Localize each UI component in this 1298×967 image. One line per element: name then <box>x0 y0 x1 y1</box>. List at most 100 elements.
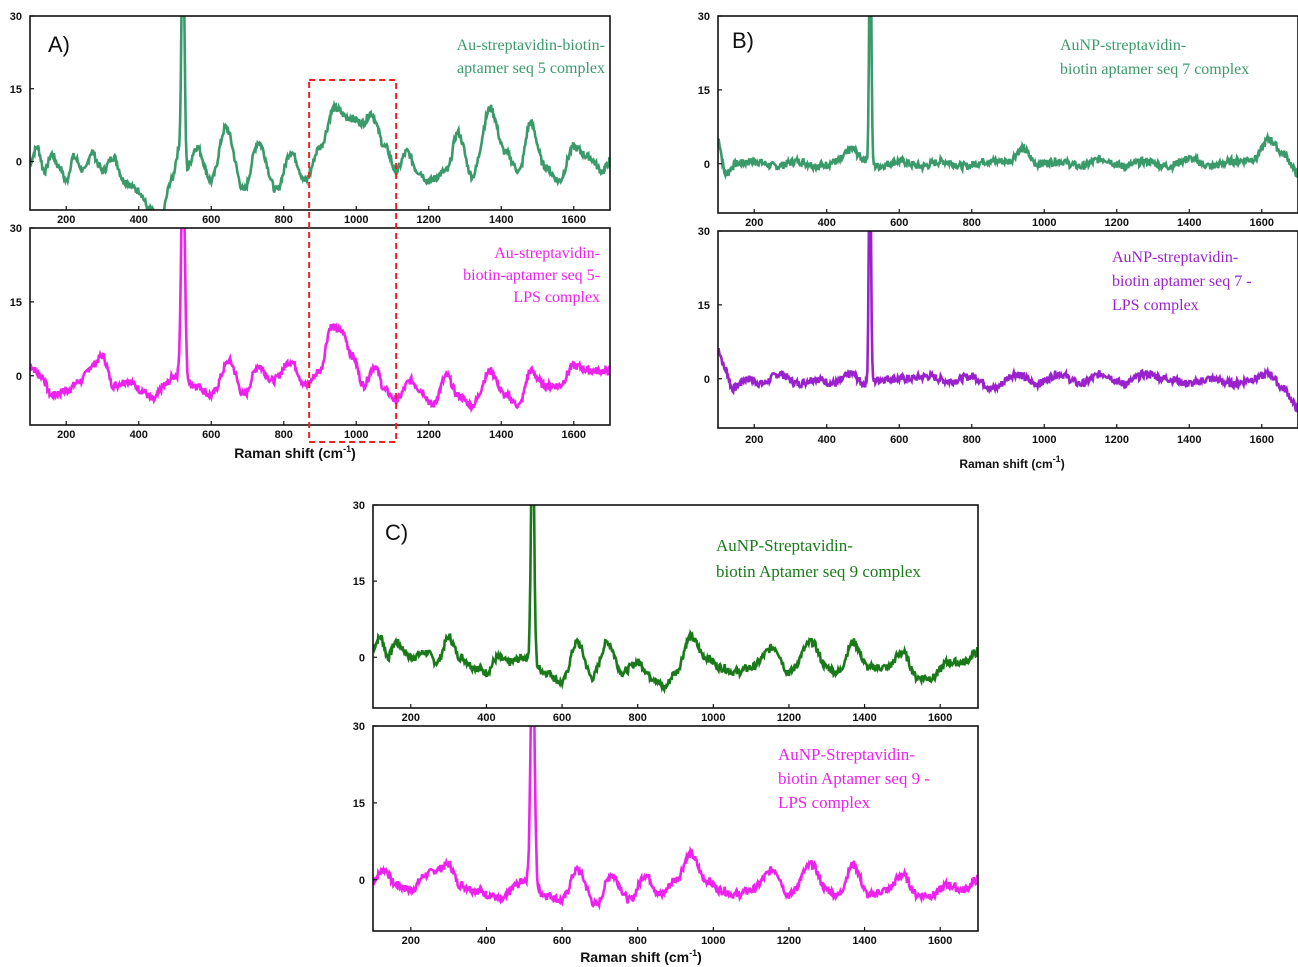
annotation-line: biotin aptamer seq 7 - <box>1112 273 1252 290</box>
x-tick-label: 1600 <box>562 214 586 226</box>
series-line <box>373 505 978 695</box>
x-tick-label: 800 <box>275 429 293 441</box>
x-tick-label: 800 <box>963 434 981 446</box>
series-annotation: Au-streptavidin-biotin-aptamer seq 5- LPS… <box>463 245 600 306</box>
annotation-line: AuNP-Streptavidin- <box>716 536 853 555</box>
x-tick-label: 1000 <box>1032 434 1056 446</box>
x-tick-label: 1400 <box>489 429 513 441</box>
y-tick-label: 30 <box>353 721 365 733</box>
x-tick-label: 1200 <box>1105 434 1129 446</box>
annotation-line: LPS complex <box>1112 297 1199 314</box>
x-tick-label: 600 <box>553 712 571 724</box>
annotation-line: Au-streptavidin-biotin- <box>457 37 605 54</box>
annotation-line: AuNP-Streptavidin- <box>778 745 915 764</box>
y-tick-label: 30 <box>698 11 710 23</box>
y-tick-label: 30 <box>698 226 710 238</box>
annotation-line: Au-streptavidin- <box>494 245 600 262</box>
x-tick-label: 1600 <box>928 935 952 947</box>
subplot-top: 0 15 30 200 400 600 800 1000 1200 1400 1600 AuNP-St… <box>353 500 979 724</box>
x-tick-label: 400 <box>477 935 495 947</box>
y-tick-label: 0 <box>16 157 22 169</box>
x-axis-title-text: Raman shift (cm <box>234 445 343 461</box>
x-tick-label: 200 <box>402 712 420 724</box>
x-tick-label: 800 <box>629 712 647 724</box>
panel-label: A) <box>48 32 70 57</box>
x-tick-label: 200 <box>57 429 75 441</box>
x-axis-title-text: Raman shift (cm <box>959 457 1052 471</box>
x-tick-label: 400 <box>818 434 836 446</box>
x-tick-label: 1200 <box>777 935 801 947</box>
y-tick-label: 15 <box>10 84 22 96</box>
x-tick-label: 1200 <box>777 712 801 724</box>
x-tick-label: 1000 <box>344 429 368 441</box>
x-tick-label: 600 <box>553 935 571 947</box>
annotation-line: biotin Aptamer seq 9 complex <box>716 562 921 581</box>
x-tick-label: 800 <box>629 935 647 947</box>
subplot-top: 0 15 30 200 400 600 800 1000 1200 1400 1600 Au-stre… <box>10 11 611 226</box>
x-tick-label: 1400 <box>852 935 876 947</box>
x-axis-title-sup: -1 <box>343 444 351 454</box>
x-axis-title-text: Raman shift (cm <box>580 949 689 965</box>
annotation-line: biotin Aptamer seq 9 - <box>778 769 930 788</box>
series-annotation: AuNP-Streptavidin-biotin Aptamer seq 9 -… <box>778 745 930 812</box>
x-tick-label: 400 <box>818 217 836 229</box>
x-tick-label: 1200 <box>417 214 441 226</box>
x-tick-label: 800 <box>963 217 981 229</box>
plot-frame <box>717 15 1298 214</box>
x-tick-label: 600 <box>890 217 908 229</box>
series-line <box>718 231 1298 413</box>
y-tick-label: 0 <box>704 374 710 386</box>
x-tick-label: 200 <box>57 214 75 226</box>
x-tick-label: 1400 <box>852 712 876 724</box>
y-tick-label: 30 <box>10 11 22 23</box>
annotation-line: biotin aptamer seq 7 complex <box>1060 61 1249 78</box>
panel-label: C) <box>385 520 408 545</box>
y-tick-label: 15 <box>353 576 365 588</box>
series-line <box>718 16 1298 181</box>
x-tick-label: 1000 <box>701 712 725 724</box>
y-tick-label: 15 <box>698 85 710 97</box>
subplot-top: 0 15 30 200 400 600 800 1000 1200 1400 1600 AuNP-st… <box>698 11 1298 229</box>
x-tick-label: 600 <box>202 429 220 441</box>
annotation-line: LPS complex <box>778 793 871 812</box>
x-tick-label: 200 <box>402 935 420 947</box>
x-axis-title: Raman shift (cm-1) <box>580 948 702 965</box>
y-tick-label: 0 <box>359 875 365 887</box>
x-axis-title-close: ) <box>1061 457 1065 471</box>
x-axis-title-close: ) <box>351 445 356 461</box>
panel-b: B) 0 15 30 200 400 600 800 1000 1200 1400 1600 AuNP-… <box>698 11 1298 471</box>
series-annotation: AuNP-Streptavidin-biotin Aptamer seq 9 c… <box>716 536 921 581</box>
subplot-bottom: 0 15 30 200 400 600 800 1000 1200 1400 1600 AuNP-st… <box>698 226 1298 446</box>
plot-frame <box>372 504 979 709</box>
y-tick-label: 0 <box>704 159 710 171</box>
series-annotation: AuNP-streptavidin-biotin aptamer seq 7 c… <box>1060 37 1249 78</box>
y-tick-label: 15 <box>353 798 365 810</box>
x-tick-label: 1400 <box>1177 217 1201 229</box>
annotation-line: biotin-aptamer seq 5- <box>463 267 600 284</box>
x-tick-label: 200 <box>745 217 763 229</box>
series-line <box>30 228 610 414</box>
x-tick-label: 1200 <box>417 429 441 441</box>
panel-a: A) 0 15 30 200 400 600 800 1000 1200 1400 1600 Au-st… <box>10 11 611 461</box>
x-tick-label: 1400 <box>489 214 513 226</box>
annotation-line: aptamer seq 5 complex <box>457 60 605 77</box>
highlight-box <box>308 79 398 443</box>
series-line <box>30 16 610 210</box>
subplot-bottom: 0 15 30 200 400 600 800 1000 1200 1400 1600 AuNP-St… <box>353 721 979 947</box>
plot-frame <box>372 725 979 932</box>
subplot-bottom: 0 15 30 200 400 600 800 1000 1200 1400 1600 Au-stre… <box>10 223 611 441</box>
plot-frame <box>29 227 611 426</box>
x-axis-title-sup: -1 <box>1053 454 1061 464</box>
annotation-line: AuNP-streptavidin- <box>1060 37 1186 54</box>
plot-frame <box>717 230 1298 429</box>
x-tick-label: 1200 <box>1105 217 1129 229</box>
x-axis-title: Raman shift (cm-1) <box>959 454 1064 471</box>
panel-c: C) 0 15 30 200 400 600 800 1000 1200 1400 1600 AuNP-… <box>353 500 979 965</box>
x-tick-label: 1600 <box>928 712 952 724</box>
series-line <box>373 726 978 911</box>
x-tick-label: 600 <box>890 434 908 446</box>
x-tick-label: 400 <box>130 429 148 441</box>
annotation-line: AuNP-streptavidin- <box>1112 249 1238 266</box>
x-tick-label: 1000 <box>344 214 368 226</box>
